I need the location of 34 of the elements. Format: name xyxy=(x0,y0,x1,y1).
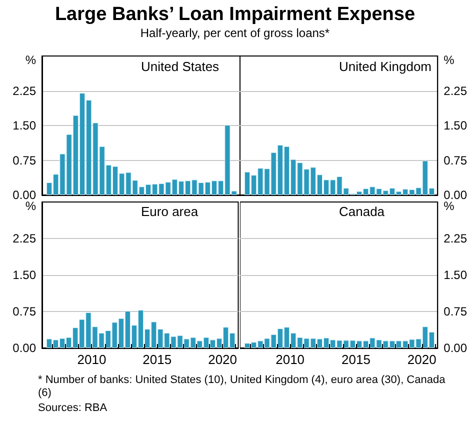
x-tick-label: 2020 xyxy=(208,352,237,367)
y2-tick-label: 1.50 xyxy=(444,268,468,282)
text: Canada xyxy=(338,204,386,219)
x-tick-label: 2010 xyxy=(276,352,305,367)
y-axis-title: % xyxy=(25,53,36,67)
y2-tick-label: 1.50 xyxy=(444,118,468,132)
x-tick-label: 2010 xyxy=(77,352,106,367)
text: United States xyxy=(141,59,220,74)
y-tick-label: 0.75 xyxy=(12,153,36,168)
text: United Kingdom xyxy=(339,59,432,74)
y-tick-label: 2.25 xyxy=(12,232,36,246)
y2-tick-label: 0.75 xyxy=(444,304,468,318)
y-tick-label: 0.00 xyxy=(12,341,36,355)
text: Euro area xyxy=(141,204,199,219)
y-axis-title: % xyxy=(25,199,36,213)
y2-axis-title: % xyxy=(444,53,455,67)
y2-tick-label: 0.00 xyxy=(444,188,468,202)
chart-subtitle: Half-yearly, per cent of gross loans* xyxy=(139,26,331,41)
chart-title: Large Banks’ Loan Impairment Expense xyxy=(54,4,416,26)
y2-tick-label: 0.75 xyxy=(444,153,468,168)
y2-axis-title: % xyxy=(444,199,455,213)
text: * Number of banks: United States (10), United Kingdom (4), euro area (30), Canada (6) xyxy=(38,374,446,400)
y-tick-label: 0.75 xyxy=(12,304,36,318)
x-tick-label: 2015 xyxy=(341,352,370,367)
y2-tick-label: 2.25 xyxy=(444,232,468,246)
y-tick-label: 0.00 xyxy=(12,188,36,202)
y-tick-label: 2.25 xyxy=(12,84,36,98)
y2-tick-label: 0.00 xyxy=(444,341,468,355)
source-note: Sources: RBA xyxy=(38,402,108,415)
x-tick-label: 2015 xyxy=(142,352,172,367)
y-tick-label: 1.50 xyxy=(12,118,36,132)
x-tick-label: 2020 xyxy=(407,352,436,367)
y-tick-label: 1.50 xyxy=(12,268,36,282)
y2-tick-label: 2.25 xyxy=(444,84,468,98)
